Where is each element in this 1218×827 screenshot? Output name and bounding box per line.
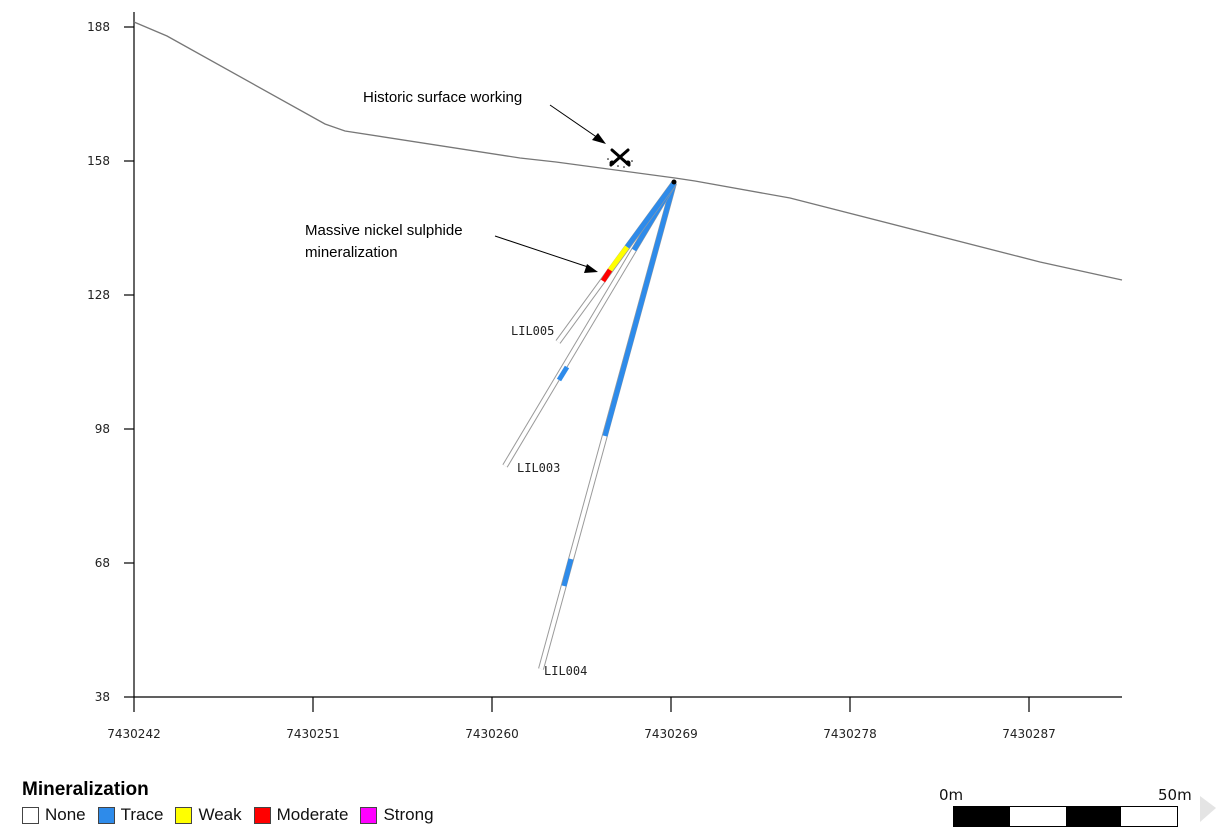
drillhole-label: LIL003 (517, 461, 560, 475)
mineralization-arrow (494, 235, 589, 268)
legend-label: None (45, 805, 86, 824)
x-tick-label: 7430260 (465, 727, 518, 741)
drillhole-lil003 (502, 181, 677, 468)
y-tick-label: 38 (95, 690, 110, 704)
mineralization-arrowhead (584, 264, 598, 273)
trace-interval (602, 182, 677, 437)
legend-title: Mineralization (22, 779, 149, 800)
x-tick-label: 7430269 (644, 727, 697, 741)
drillhole-lil005 (555, 181, 677, 344)
moderate-interval (600, 268, 613, 283)
trace-interval (624, 181, 677, 249)
y-tick-label: 98 (95, 422, 110, 436)
legend-swatch (253, 806, 271, 824)
y-tick-label: 158 (87, 154, 110, 168)
drillhole-label: LIL005 (511, 324, 554, 338)
surface-working-arrowhead (592, 133, 606, 144)
legend-item-trace: Trace (97, 805, 164, 825)
x-axis-ticks (133, 697, 1030, 712)
mineralization-legend: Mineralization None Trace Weak Moderate … (22, 779, 542, 827)
trace-interval (561, 558, 574, 587)
corner-mark (1200, 796, 1216, 822)
scale-bar: 0m 50m (936, 786, 1196, 827)
legend-label: Trace (120, 805, 164, 824)
x-tick-label: 7430287 (1002, 727, 1055, 741)
y-tick-label: 188 (87, 20, 110, 34)
scale-bar-graphic (953, 806, 1178, 827)
legend-swatch (175, 806, 193, 824)
legend-label: Strong (383, 805, 434, 824)
legend-label: Weak (198, 805, 242, 824)
drillhole-label: LIL004 (544, 664, 587, 678)
surface-working-arrow (549, 104, 599, 139)
legend-label: Moderate (276, 805, 349, 824)
legend-swatch (22, 806, 39, 824)
y-axis-ticks (124, 26, 134, 698)
historic-working-dots (607, 158, 633, 168)
scale-bar-end-label: 50m (1158, 786, 1192, 804)
trace-interval (556, 365, 570, 382)
legend-item-none: None (22, 805, 86, 825)
x-tick-label: 7430278 (823, 727, 876, 741)
legend-item-strong: Strong (360, 805, 434, 825)
y-tick-label: 128 (87, 288, 110, 302)
legend-swatch (360, 806, 378, 824)
surface-working-annotation: Historic surface working (363, 89, 522, 106)
legend-item-weak: Weak (175, 805, 242, 825)
historic-working-icon (609, 148, 631, 167)
scale-bar-start-label: 0m (939, 786, 964, 804)
weak-interval (607, 245, 630, 272)
topographic-surface-line (133, 21, 1123, 281)
mineralization-annotation-line1: Massive nickel sulphide (305, 222, 463, 239)
drillhole-lil004 (538, 182, 677, 670)
y-tick-label: 68 (95, 556, 110, 570)
drill-collar-marker (671, 179, 677, 185)
legend-swatch (97, 806, 115, 824)
x-tick-label: 7430242 (107, 727, 160, 741)
legend-item-moderate: Moderate (253, 805, 349, 825)
x-tick-label: 7430251 (286, 727, 339, 741)
mineralization-annotation-line2: mineralization (305, 244, 398, 261)
